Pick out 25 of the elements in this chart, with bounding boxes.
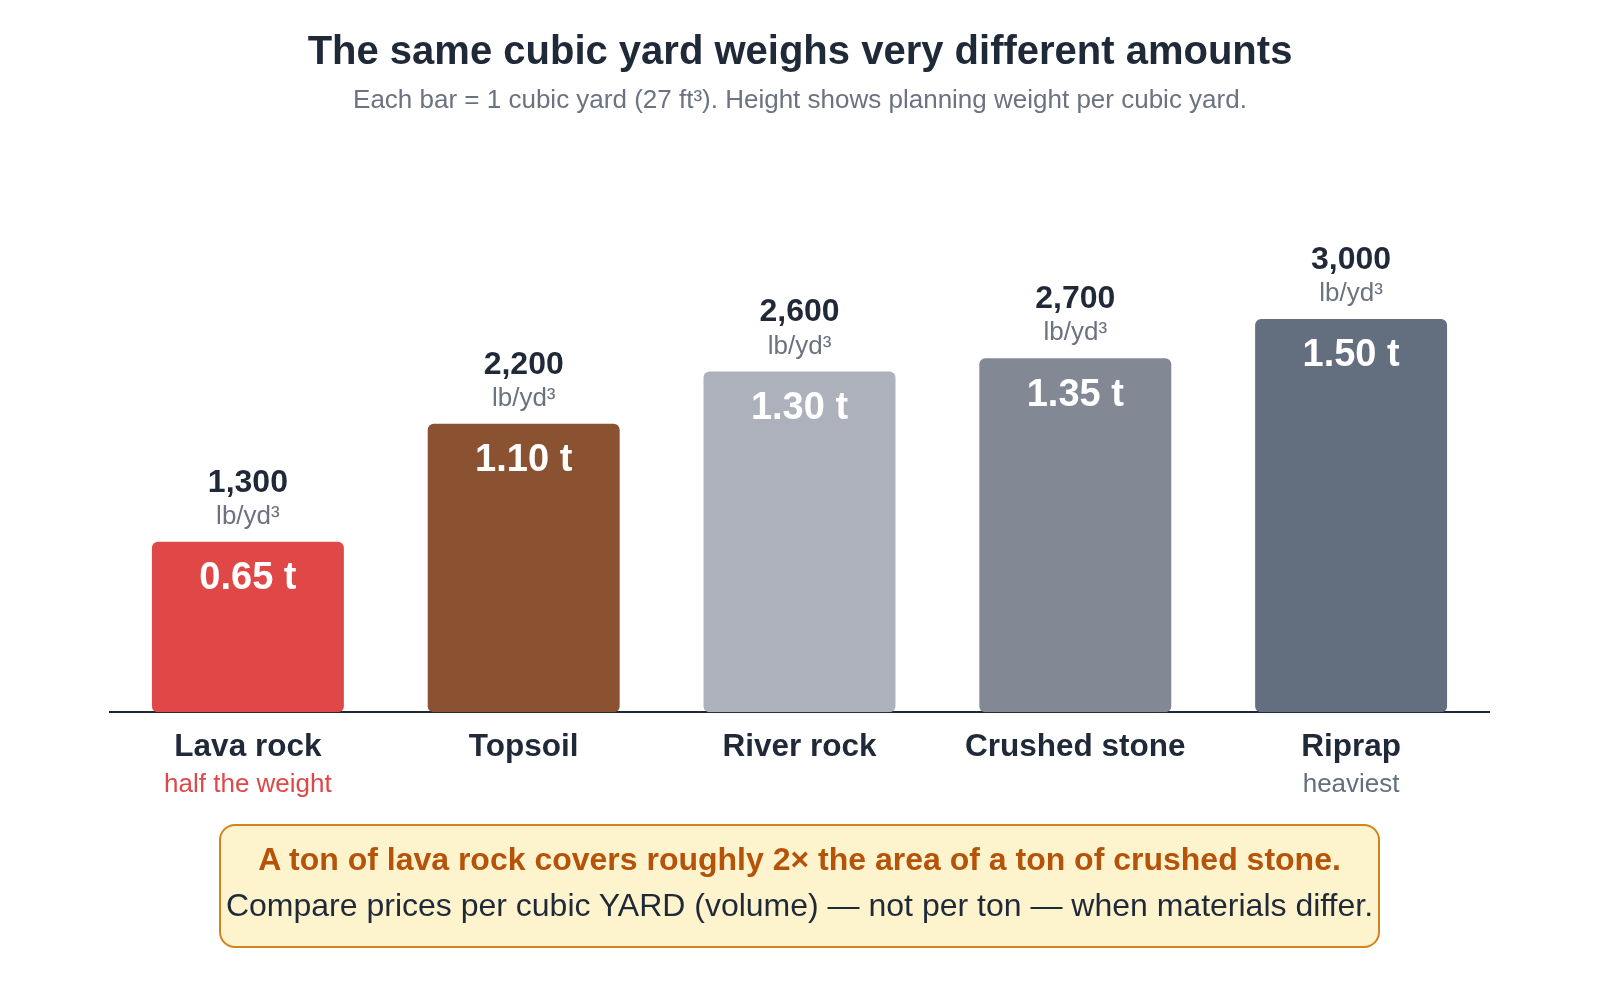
annotation: 0.65 t xyxy=(199,555,297,598)
note-box: A ton of lava rock covers roughly 2× the area of a ton of crushed stone. Compare prices per cubic YARD (volume) — not per ton — when materials differ. xyxy=(219,824,1380,948)
x-tick-label: Lava rock xyxy=(174,726,322,763)
bar xyxy=(979,358,1172,713)
annotation: 1.30 t xyxy=(750,384,849,427)
x-tick-label: Topsoil xyxy=(468,726,579,763)
chart-title: The same cubic yard weighs very different amounts xyxy=(306,27,1294,74)
x-tick-label: Crushed stone xyxy=(965,726,1186,763)
annotation: 1.35 t xyxy=(1026,371,1125,414)
x-tick-label: Riprap xyxy=(1301,726,1401,763)
annotation: 1.10 t xyxy=(475,437,573,480)
annotation: half the weight xyxy=(164,768,333,799)
bar xyxy=(703,371,896,713)
bar xyxy=(1255,319,1448,713)
annotation: heaviest xyxy=(1302,768,1401,799)
bar xyxy=(151,541,344,713)
data-label: 2,200 lb/yd³ xyxy=(483,344,564,413)
x-tick-label: River rock xyxy=(722,726,878,763)
bar xyxy=(427,423,620,713)
data-label: 1,300 lb/yd³ xyxy=(207,462,288,530)
annotation: 1.50 t xyxy=(1302,332,1401,375)
data-label: 2,600 lb/yd³ xyxy=(759,292,840,360)
data-label: 2,700 lb/yd³ xyxy=(1035,279,1116,347)
chart-subtitle: Each bar = 1 cubic yard (27 ft³). Height shows planning weight per cubic yard. xyxy=(352,84,1248,114)
data-label: 3,000 lb/yd³ xyxy=(1311,239,1392,308)
